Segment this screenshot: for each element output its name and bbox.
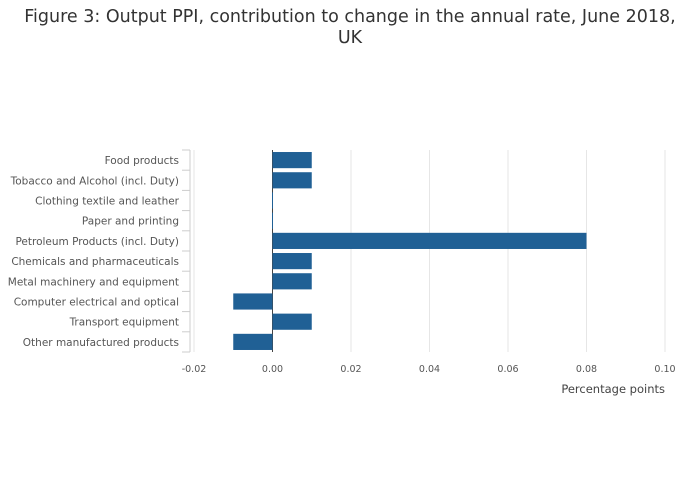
gridlines	[193, 150, 666, 352]
x-tick-label: -0.02	[182, 364, 207, 375]
bar	[272, 313, 312, 330]
y-tick-label: Tobacco and Alcohol (incl. Duty)	[10, 175, 179, 187]
y-tick-label: Other manufactured products	[23, 337, 179, 349]
bar	[272, 152, 312, 169]
x-tick-label: 0.08	[576, 364, 597, 375]
y-tick-label: Clothing textile and leather	[35, 196, 180, 208]
x-tick-label: 0.00	[262, 364, 283, 375]
bar	[272, 273, 312, 290]
y-tick-label: Petroleum Products (incl. Duty)	[15, 236, 179, 248]
bar	[272, 253, 312, 270]
bars	[233, 152, 587, 350]
bar	[272, 232, 587, 249]
y-tick-label: Paper and printing	[82, 216, 179, 228]
y-tick-label: Food products	[105, 155, 179, 167]
x-tick-label: 0.06	[497, 364, 518, 375]
bar	[233, 333, 273, 350]
y-tick-label: Chemicals and pharmaceuticals	[11, 256, 179, 268]
bar	[233, 293, 273, 310]
tick-labels: -0.02 0.00 0.02 0.04 0.06 0.08 0.10 Food produc…	[8, 155, 676, 375]
x-tick-label: 0.04	[419, 364, 440, 375]
x-axis-title: Percentage points	[561, 382, 665, 396]
x-tick-label: 0.02	[340, 364, 361, 375]
bar	[272, 172, 312, 189]
bar	[272, 192, 273, 209]
y-tick-label: Computer electrical and optical	[14, 297, 179, 309]
y-tick-label: Transport equipment	[69, 317, 179, 329]
y-axis	[182, 149, 191, 353]
x-tick-label: 0.10	[654, 364, 675, 375]
chart-title: Figure 3: Output PPI, contribution to ch…	[24, 7, 676, 48]
y-tick-label: Metal machinery and equipment	[8, 276, 179, 288]
bar	[272, 212, 273, 229]
